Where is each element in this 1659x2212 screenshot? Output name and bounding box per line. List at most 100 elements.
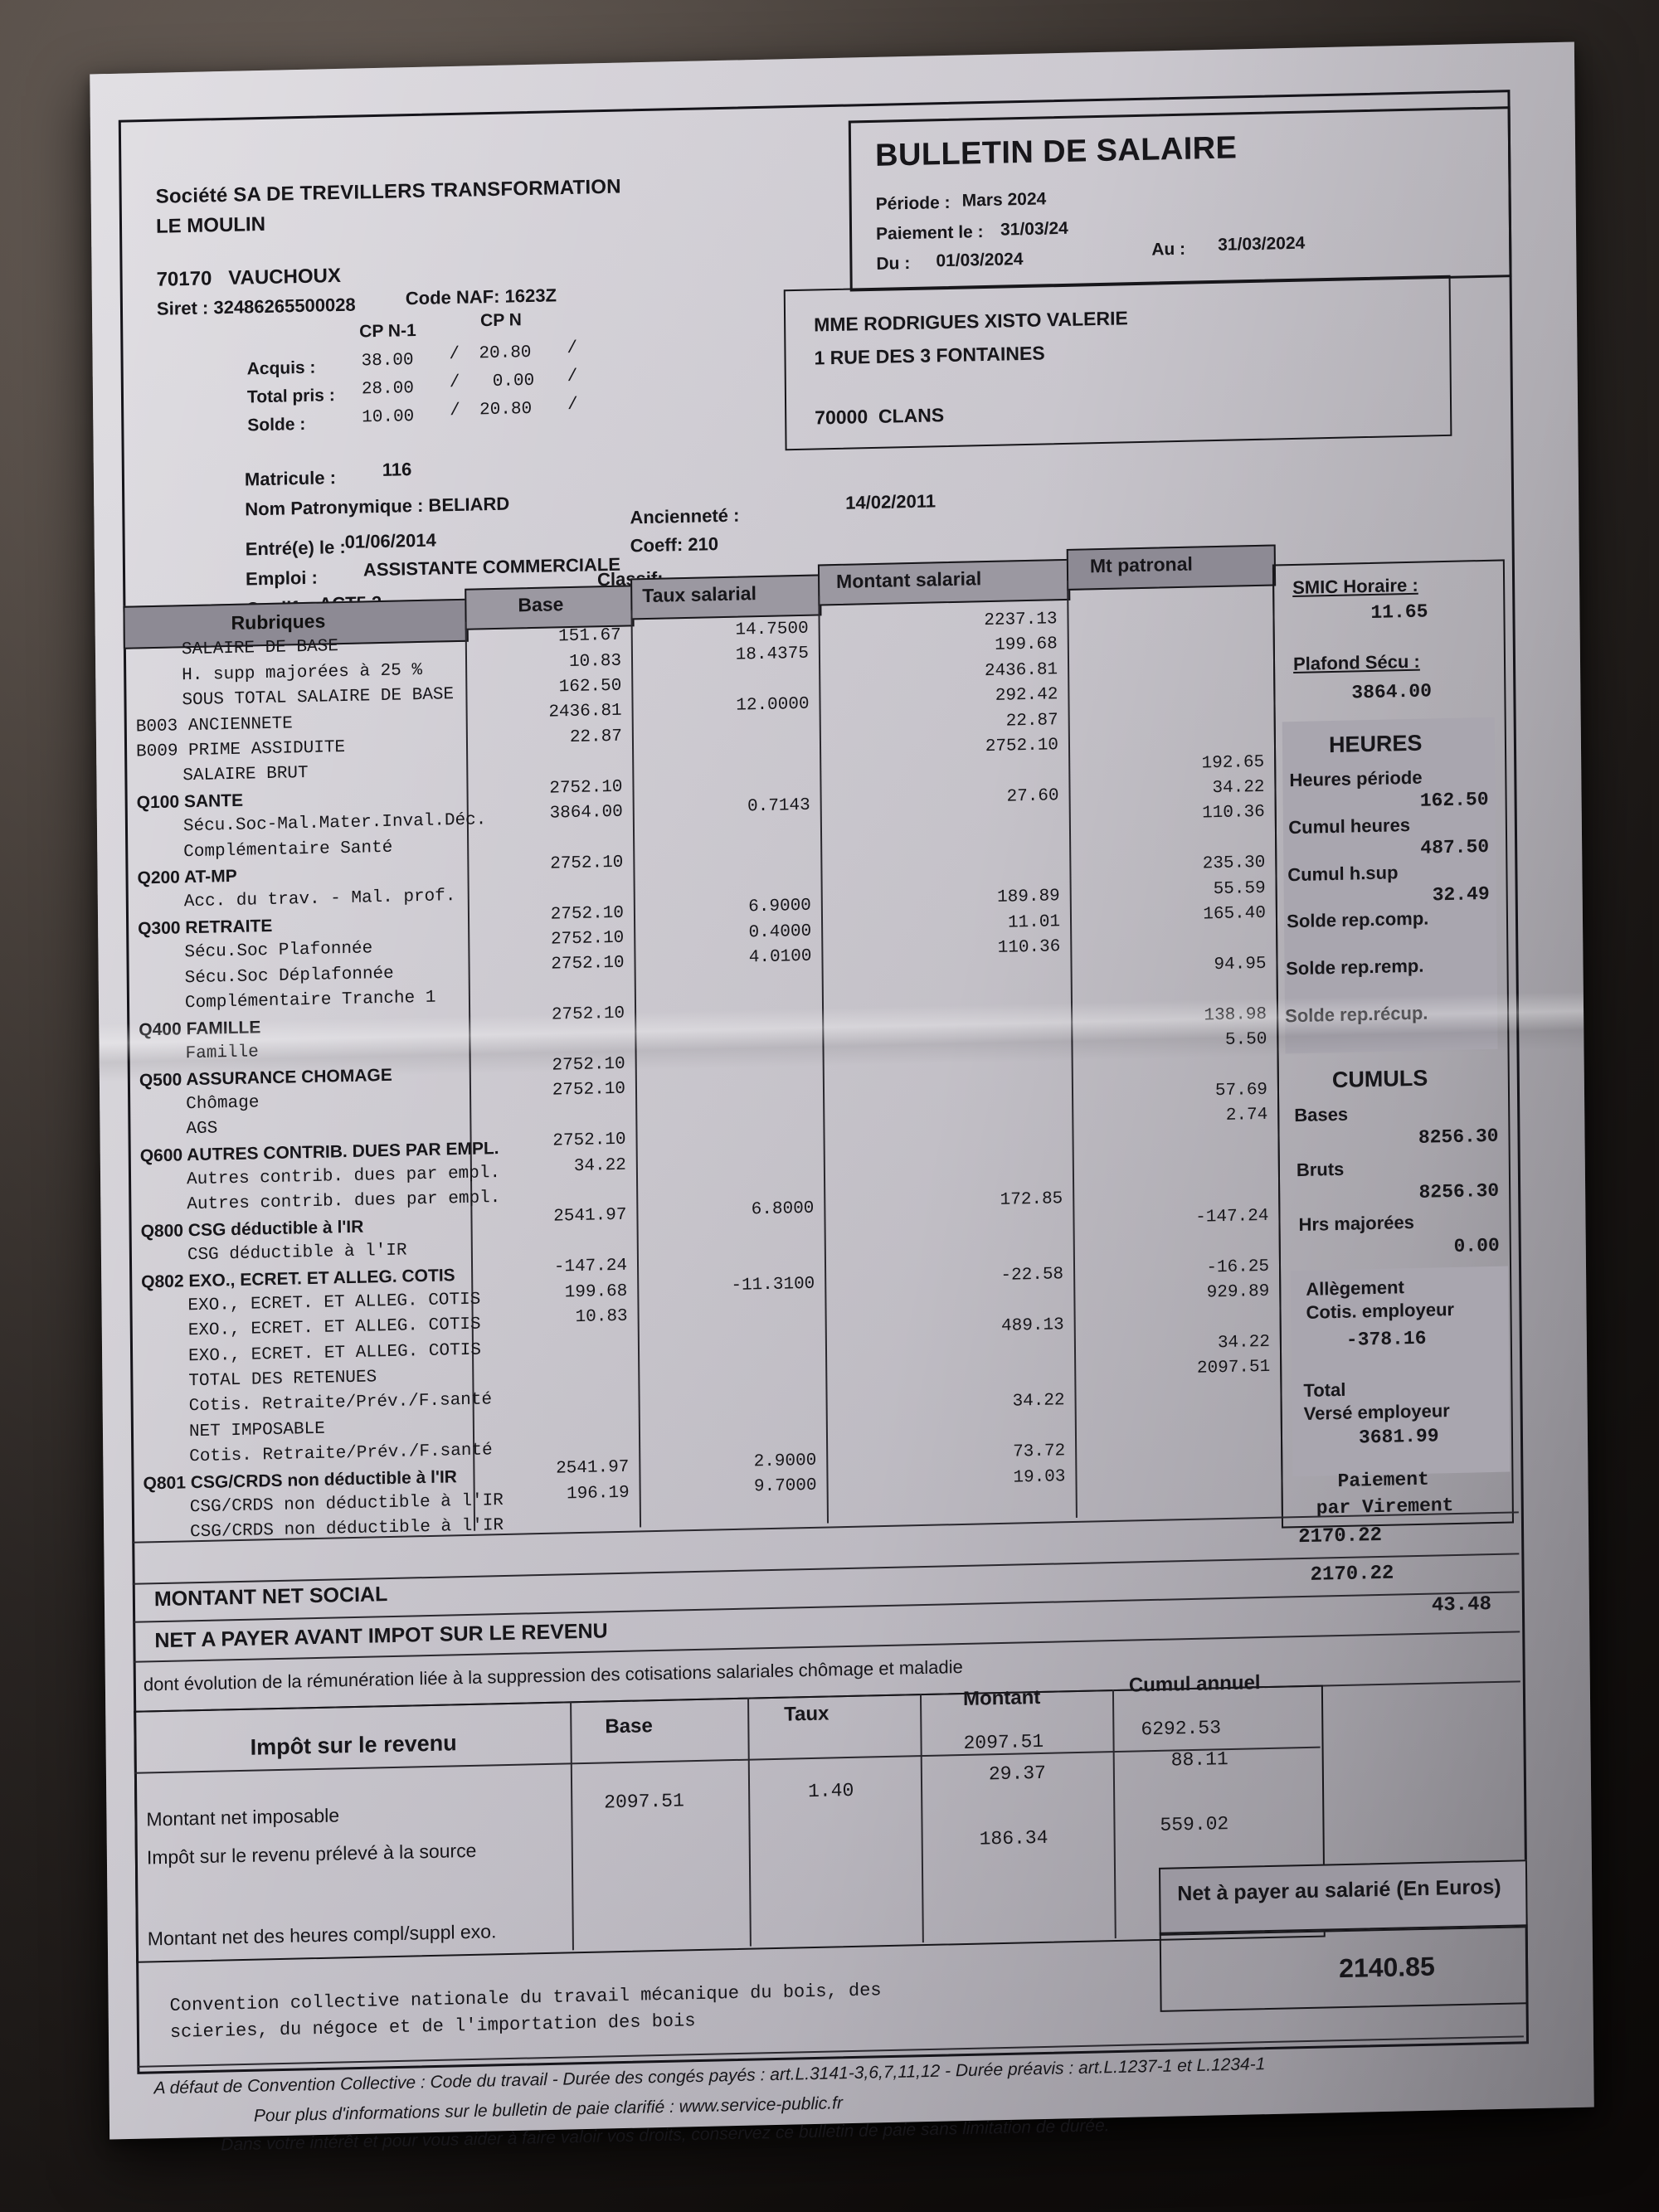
table-cell-mtp: 110.36 bbox=[1202, 803, 1265, 824]
cp-total-pris-n1-sep: / bbox=[449, 372, 460, 393]
cp-acquis-n-sep: / bbox=[567, 338, 578, 359]
table-row-label: B003 ANCIENNETE bbox=[135, 714, 293, 737]
table-cell-mts: 22.87 bbox=[1005, 710, 1058, 732]
table-cell-taux: 9.7000 bbox=[753, 1476, 817, 1497]
cp-acquis-n: 20.80 bbox=[479, 343, 532, 364]
table-cell-base: 2752.10 bbox=[551, 954, 625, 975]
impot-row-0-base: 2097.51 bbox=[604, 1790, 684, 1814]
employee-city: 70000 CLANS bbox=[815, 404, 945, 429]
impot-row-1-montant: 29.37 bbox=[988, 1762, 1047, 1786]
table-cell-base: 22.87 bbox=[569, 727, 623, 747]
table-row-label: Q200 AT-MP bbox=[137, 867, 237, 888]
table-cell-mtp: -147.24 bbox=[1195, 1206, 1269, 1228]
impot-row-0-cumul: 6292.53 bbox=[1141, 1717, 1222, 1741]
employer-siret: Siret : 32486265500028 bbox=[156, 294, 356, 319]
table-cell-mtp: 34.22 bbox=[1212, 777, 1265, 799]
table-cell-mts: 2436.81 bbox=[984, 659, 1058, 681]
table-cell-base: 2752.10 bbox=[550, 928, 625, 950]
table-row-label: SALAIRE BRUT bbox=[182, 764, 309, 786]
table-cell-base: 2752.10 bbox=[552, 1130, 626, 1151]
entree-label: Entré(e) le : bbox=[245, 536, 346, 560]
table-cell-mts: 27.60 bbox=[1006, 785, 1059, 807]
table-cell-taux: 4.0100 bbox=[748, 946, 812, 968]
table-cell-mts: 292.42 bbox=[995, 685, 1058, 707]
table-cell-base: 162.50 bbox=[558, 676, 622, 698]
cp-acquis-n1-sep: / bbox=[449, 344, 460, 365]
table-row-label: SALAIRE DE BASE bbox=[181, 637, 339, 660]
table-cell-base: 10.83 bbox=[575, 1306, 628, 1328]
table-row-label: TOTAL DES RETENUES bbox=[188, 1368, 377, 1392]
table-cell-mtp: 138.98 bbox=[1204, 1004, 1267, 1026]
table-row-label: NET IMPOSABLE bbox=[188, 1419, 325, 1441]
entree-value: 01/06/2014 bbox=[344, 529, 436, 552]
cp-acquis-n1: 38.00 bbox=[361, 351, 414, 372]
impot-montant-header: Montant bbox=[962, 1685, 1041, 1710]
table-cell-mtp: 929.89 bbox=[1206, 1281, 1270, 1303]
table-cell-taux: 14.7500 bbox=[735, 619, 809, 640]
table-cell-mts: 172.85 bbox=[1000, 1189, 1063, 1211]
table-cell-mts: 11.01 bbox=[1007, 912, 1061, 933]
table-cell-taux: 12.0000 bbox=[736, 694, 810, 716]
table-cell-base: 10.83 bbox=[568, 651, 622, 672]
table-cell-mtp: 235.30 bbox=[1202, 853, 1266, 874]
table-cell-base: 2752.10 bbox=[550, 853, 624, 874]
table-cell-mtp: 165.40 bbox=[1203, 903, 1267, 925]
coeff-label: Coeff: 210 bbox=[630, 533, 719, 557]
table-row-label: Q100 SANTE bbox=[136, 790, 244, 813]
table-row-label: AGS bbox=[186, 1119, 218, 1140]
employer-postal-city: 70170 VAUCHOUX bbox=[156, 264, 342, 291]
base-header: Base bbox=[518, 593, 564, 616]
matricule-label: Matricule : bbox=[244, 467, 337, 490]
net-a-payer-value: 2140.85 bbox=[1338, 1951, 1435, 1984]
payslip-paper: Société SA DE TREVILLERS TRANSFORMATION … bbox=[90, 41, 1594, 2155]
table-cell-base: 151.67 bbox=[558, 625, 621, 647]
table-cell-taux: 6.9000 bbox=[748, 897, 811, 917]
table-cell-mts: 2752.10 bbox=[985, 736, 1059, 757]
side-panel-border bbox=[1272, 559, 1514, 1529]
table-cell-mts: 19.03 bbox=[1013, 1466, 1066, 1488]
mt-patronal-header: Mt patronal bbox=[1089, 552, 1193, 577]
impot-row-2-montant: 186.34 bbox=[979, 1826, 1048, 1850]
du-label: Du : bbox=[876, 253, 911, 274]
anciennete-label: Ancienneté : bbox=[630, 504, 740, 528]
employer-address-line: LE MOULIN bbox=[155, 212, 266, 238]
table-cell-mtp: 94.95 bbox=[1214, 954, 1267, 975]
emploi-label: Emploi : bbox=[245, 566, 318, 590]
table-cell-base: 34.22 bbox=[573, 1155, 626, 1176]
table-cell-base: 199.68 bbox=[564, 1281, 628, 1303]
table-cell-base: 2436.81 bbox=[548, 702, 622, 723]
table-cell-base: 2752.10 bbox=[551, 1004, 625, 1025]
cp-acquis-label: Acquis : bbox=[246, 357, 316, 379]
table-cell-mtp: 34.22 bbox=[1217, 1332, 1271, 1354]
table-cell-base: 196.19 bbox=[566, 1483, 630, 1505]
table-cell-mtp: 192.65 bbox=[1201, 752, 1265, 774]
table-cell-taux: 2.9000 bbox=[753, 1451, 817, 1472]
impot-row-0-taux: 1.40 bbox=[807, 1779, 854, 1803]
table-cell-mtp: 55.59 bbox=[1213, 878, 1266, 899]
matricule-value: 116 bbox=[382, 459, 412, 480]
evolution-amount: 43.48 bbox=[1431, 1593, 1492, 1617]
taux-header: Taux salarial bbox=[642, 582, 757, 607]
table-row-label: Q300 RETRAITE bbox=[138, 916, 273, 939]
table-cell-base: 2752.10 bbox=[552, 1080, 626, 1101]
cp-solde-n1: 10.00 bbox=[362, 407, 415, 428]
table-cell-base: 2752.10 bbox=[550, 903, 625, 925]
au-label: Au : bbox=[1151, 239, 1186, 260]
payslip-sheet: Société SA DE TREVILLERS TRANSFORMATION … bbox=[118, 67, 1564, 2155]
table-cell-mtp: 2097.51 bbox=[1196, 1358, 1271, 1379]
table-cell-taux: 0.7143 bbox=[747, 795, 810, 817]
table-cell-taux: 6.8000 bbox=[751, 1198, 815, 1220]
table-cell-mts: 73.72 bbox=[1013, 1441, 1066, 1462]
cp-solde-n: 20.80 bbox=[479, 399, 533, 421]
table-row-label: Sécu.Soc Plafonnée bbox=[184, 939, 373, 963]
net-social-amount: 2170.22 bbox=[1298, 1524, 1383, 1549]
legal-line-2: Pour plus d'informations sur le bulletin… bbox=[253, 2093, 843, 2126]
table-cell-mts: 2237.13 bbox=[984, 610, 1058, 631]
cp-total-pris-n-sep: / bbox=[567, 367, 578, 387]
cp-n-header: CP N bbox=[479, 310, 522, 331]
table-cell-base: 2752.10 bbox=[552, 1054, 625, 1076]
table-cell-mts: 34.22 bbox=[1012, 1391, 1065, 1412]
periode-value: Mars 2024 bbox=[961, 189, 1047, 211]
rubriques-header: Rubriques bbox=[231, 610, 326, 634]
table-cell-base: 2752.10 bbox=[549, 777, 623, 799]
